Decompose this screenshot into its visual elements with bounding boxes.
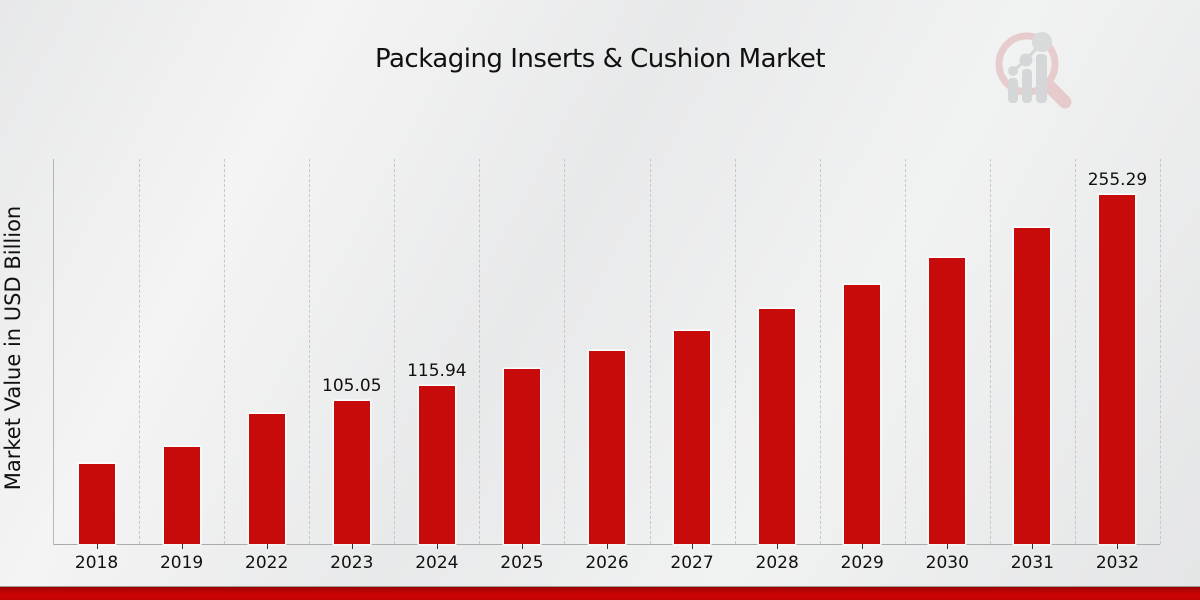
x-axis-tick bbox=[351, 544, 353, 549]
x-tick-label-2032: 2032 bbox=[1095, 553, 1140, 573]
x-axis-tick bbox=[96, 544, 98, 549]
x-tick-label-2018: 2018 bbox=[74, 553, 119, 573]
bar-2030 bbox=[929, 258, 966, 544]
x-tick-label-2024: 2024 bbox=[415, 553, 459, 573]
gridline bbox=[394, 159, 396, 544]
x-axis-tick bbox=[266, 544, 268, 549]
bar-value-label: 115.94 bbox=[407, 361, 467, 381]
bar-2025 bbox=[503, 369, 540, 544]
x-axis-tick bbox=[947, 544, 949, 549]
x-axis-tick bbox=[777, 544, 779, 549]
gridline bbox=[819, 159, 821, 544]
logo-node-large-icon bbox=[1032, 32, 1052, 52]
gridline bbox=[649, 159, 651, 544]
x-axis-tick bbox=[1117, 544, 1119, 549]
x-axis-tick bbox=[1032, 544, 1034, 549]
logo-bar-medium-icon bbox=[1022, 69, 1032, 103]
gridline bbox=[564, 159, 566, 544]
bar-value-label: 255.29 bbox=[1087, 170, 1148, 190]
x-tick-label-2022: 2022 bbox=[245, 553, 289, 573]
bar-2022 bbox=[248, 414, 285, 544]
gridline bbox=[309, 159, 311, 544]
logo-bar-large-icon bbox=[1036, 54, 1047, 103]
x-axis-tick bbox=[436, 544, 438, 549]
bar-2032 bbox=[1099, 195, 1136, 544]
x-axis-tick bbox=[607, 544, 608, 549]
gridline bbox=[904, 159, 906, 544]
bar-2026 bbox=[589, 351, 625, 544]
x-tick-label-2025: 2025 bbox=[500, 553, 544, 573]
x-tick-label-2023: 2023 bbox=[330, 553, 374, 573]
gridline bbox=[989, 159, 991, 544]
gridline bbox=[734, 159, 736, 544]
x-tick-label-2026: 2026 bbox=[585, 553, 629, 573]
market-research-future-logo-watermark bbox=[995, 32, 1072, 109]
bar-2028 bbox=[759, 309, 796, 544]
y-axis-label: Market Value in USD Billion bbox=[1, 205, 25, 491]
plot-area: 2018 2019 2022 105.05 2023 115.94 2024 2025 2026… bbox=[53, 159, 1161, 573]
gridline bbox=[1160, 159, 1161, 544]
logo-bar-small-icon bbox=[1008, 78, 1018, 103]
gridline bbox=[139, 159, 141, 544]
bar-2023 bbox=[333, 401, 370, 544]
x-axis-tick bbox=[181, 544, 183, 549]
gridline bbox=[224, 159, 226, 544]
bar-2027 bbox=[674, 331, 711, 544]
x-tick-label-2030: 2030 bbox=[925, 553, 969, 573]
x-axis-tick bbox=[521, 544, 523, 549]
x-tick-label-2028: 2028 bbox=[755, 553, 799, 573]
logo-node-medium-icon bbox=[1019, 53, 1033, 67]
gridline bbox=[1074, 159, 1076, 544]
bar-2029 bbox=[844, 285, 881, 544]
bar-2031 bbox=[1014, 228, 1051, 544]
bar-2024 bbox=[418, 386, 455, 544]
x-tick-label-2019: 2019 bbox=[159, 553, 204, 573]
logo-node-small-icon bbox=[1008, 66, 1018, 76]
x-tick-label-2027: 2027 bbox=[670, 553, 714, 573]
bar-2019 bbox=[163, 447, 200, 544]
magnifier-handle-icon bbox=[1041, 78, 1072, 109]
bar-value-label: 105.05 bbox=[322, 376, 382, 396]
x-axis-tick bbox=[692, 544, 694, 549]
bar-2018 bbox=[78, 464, 115, 544]
footer-red-band bbox=[0, 586, 1200, 600]
gridline bbox=[479, 159, 481, 544]
chart-title: Packaging Inserts & Cushion Market bbox=[374, 44, 826, 74]
x-tick-label-2031: 2031 bbox=[1010, 553, 1055, 573]
x-tick-label-2029: 2029 bbox=[840, 553, 884, 573]
x-axis-tick bbox=[862, 544, 864, 549]
